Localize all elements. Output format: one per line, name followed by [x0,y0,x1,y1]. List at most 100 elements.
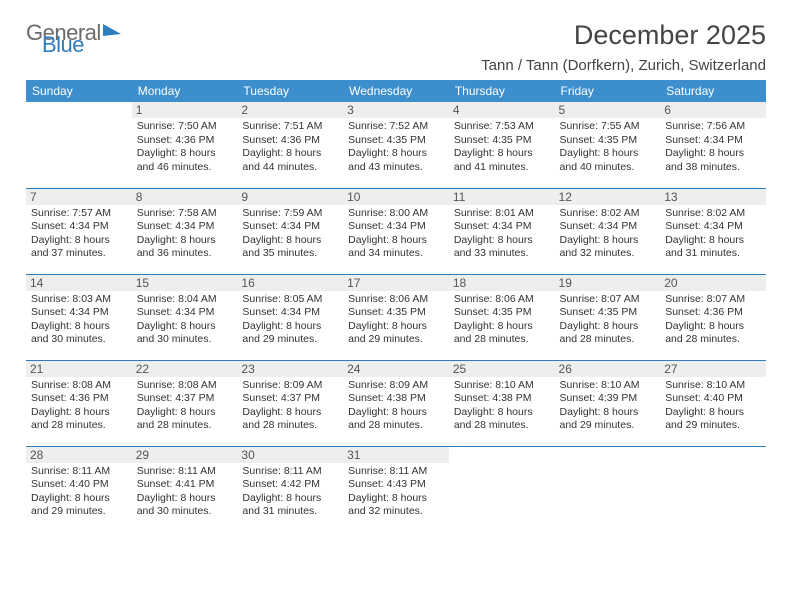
calendar-cell: 2Sunrise: 7:51 AMSunset: 4:36 PMDaylight… [237,102,343,188]
day-number: 26 [555,361,661,377]
day-number: 3 [343,102,449,118]
calendar-cell: 18 Sunrise: 8:06 AMSunset: 4:35 PMDayligh… [449,274,555,360]
day-header: Saturday [660,80,766,102]
day-number: 2 [237,102,343,118]
calendar-cell: 25Sunrise: 8:10 AMSunset: 4:38 PMDayligh… [449,360,555,446]
logo-text-2: Blue [42,32,84,58]
calendar-cell: 13 Sunrise: 8:02 AMSunset: 4:34 PMDayligh… [660,188,766,274]
calendar-cell [555,446,661,532]
day-details: Sunrise: 8:08 AMSunset: 4:37 PMDaylight:… [137,379,233,434]
day-number: 8 [132,189,238,205]
day-number: 7 [26,189,132,205]
day-details: Sunrise: 8:10 AMSunset: 4:40 PMDaylight:… [665,379,761,434]
calendar-header-row: SundayMondayTuesdayWednesdayThursdayFrid… [26,80,766,102]
calendar-cell: 29 Sunrise: 8:11 AMSunset: 4:41 PMDayligh… [132,446,238,532]
day-number: 20 [660,275,766,291]
calendar-cell: 26 Sunrise: 8:10 AMSunset: 4:39 PMDayligh… [555,360,661,446]
day-details: Sunrise: 8:09 AMSunset: 4:38 PMDaylight:… [348,379,444,434]
calendar-cell: 31Sunrise: 8:11 AMSunset: 4:43 PMDayligh… [343,446,449,532]
calendar-page: General Blue December 2025 Tann / Tann (… [0,0,792,532]
day-number: 21 [26,361,132,377]
calendar-cell: 23 Sunrise: 8:09 AMSunset: 4:37 PMDayligh… [237,360,343,446]
day-details: Sunrise: 8:11 AMSunset: 4:41 PMDaylight:… [137,465,233,520]
calendar-cell: 10 Sunrise: 8:00 AMSunset: 4:34 PMDayligh… [343,188,449,274]
day-number: 6 [660,102,766,118]
day-details: Sunrise: 8:07 AMSunset: 4:35 PMDaylight:… [560,293,656,348]
location: Tann / Tann (Dorfkern), Zurich, Switzerl… [481,57,766,74]
day-number: 13 [660,189,766,205]
day-details: Sunrise: 8:09 AMSunset: 4:37 PMDaylight:… [242,379,338,434]
day-details: Sunrise: 8:05 AMSunset: 4:34 PMDaylight:… [242,293,338,348]
calendar-cell: 28Sunrise: 8:11 AMSunset: 4:40 PMDayligh… [26,446,132,532]
calendar-cell: 22 Sunrise: 8:08 AMSunset: 4:37 PMDayligh… [132,360,238,446]
day-details: Sunrise: 7:50 AMSunset: 4:36 PMDaylight:… [137,120,233,175]
day-details: Sunrise: 8:06 AMSunset: 4:35 PMDaylight:… [454,293,550,348]
day-number: 27 [660,361,766,377]
day-number: 9 [237,189,343,205]
day-details: Sunrise: 8:10 AMSunset: 4:38 PMDaylight:… [454,379,550,434]
day-number: 1 [132,102,238,118]
logo: General Blue [26,20,121,46]
day-header: Wednesday [343,80,449,102]
day-number: 11 [449,189,555,205]
day-header: Friday [555,80,661,102]
calendar-cell [660,446,766,532]
day-details: Sunrise: 7:52 AMSunset: 4:35 PMDaylight:… [348,120,444,175]
day-details: Sunrise: 8:06 AMSunset: 4:35 PMDaylight:… [348,293,444,348]
day-header: Tuesday [237,80,343,102]
calendar-cell: 11 Sunrise: 8:01 AMSunset: 4:34 PMDayligh… [449,188,555,274]
day-number: 14 [26,275,132,291]
day-number: 17 [343,275,449,291]
calendar-cell: 30 Sunrise: 8:11 AMSunset: 4:42 PMDayligh… [237,446,343,532]
day-number: 10 [343,189,449,205]
day-number: 15 [132,275,238,291]
calendar-cell: 27 Sunrise: 8:10 AMSunset: 4:40 PMDayligh… [660,360,766,446]
day-details: Sunrise: 8:08 AMSunset: 4:36 PMDaylight:… [31,379,127,434]
calendar-cell [449,446,555,532]
header: General Blue December 2025 Tann / Tann (… [26,20,766,74]
day-details: Sunrise: 8:07 AMSunset: 4:36 PMDaylight:… [665,293,761,348]
day-details: Sunrise: 8:10 AMSunset: 4:39 PMDaylight:… [560,379,656,434]
logo-sail-icon [103,24,121,36]
day-details: Sunrise: 8:02 AMSunset: 4:34 PMDaylight:… [665,207,761,262]
calendar-cell: 17 Sunrise: 8:06 AMSunset: 4:35 PMDayligh… [343,274,449,360]
day-header: Thursday [449,80,555,102]
calendar-cell: 7Sunrise: 7:57 AMSunset: 4:34 PMDaylight… [26,188,132,274]
calendar-cell: 12 Sunrise: 8:02 AMSunset: 4:34 PMDayligh… [555,188,661,274]
day-details: Sunrise: 7:59 AMSunset: 4:34 PMDaylight:… [242,207,338,262]
day-details: Sunrise: 8:02 AMSunset: 4:34 PMDaylight:… [560,207,656,262]
calendar-body: 1 Sunrise: 7:50 AMSunset: 4:36 PMDaylight… [26,102,766,532]
day-details: Sunrise: 7:56 AMSunset: 4:34 PMDaylight:… [665,120,761,175]
day-details: Sunrise: 8:11 AMSunset: 4:40 PMDaylight:… [31,465,127,520]
day-number: 12 [555,189,661,205]
day-number: 22 [132,361,238,377]
day-header: Sunday [26,80,132,102]
day-number: 4 [449,102,555,118]
day-number: 5 [555,102,661,118]
day-number: 24 [343,361,449,377]
day-header: Monday [132,80,238,102]
calendar-cell [26,102,132,188]
calendar-table: SundayMondayTuesdayWednesdayThursdayFrid… [26,80,766,532]
calendar-cell: 21 Sunrise: 8:08 AMSunset: 4:36 PMDayligh… [26,360,132,446]
day-details: Sunrise: 7:58 AMSunset: 4:34 PMDaylight:… [137,207,233,262]
day-details: Sunrise: 7:53 AMSunset: 4:35 PMDaylight:… [454,120,550,175]
day-details: Sunrise: 8:04 AMSunset: 4:34 PMDaylight:… [137,293,233,348]
day-details: Sunrise: 8:01 AMSunset: 4:34 PMDaylight:… [454,207,550,262]
day-number: 29 [132,447,238,463]
day-details: Sunrise: 8:00 AMSunset: 4:34 PMDaylight:… [348,207,444,262]
calendar-cell: 4 Sunrise: 7:53 AMSunset: 4:35 PMDaylight… [449,102,555,188]
calendar-cell: 3 Sunrise: 7:52 AMSunset: 4:35 PMDaylight… [343,102,449,188]
calendar-cell: 8 Sunrise: 7:58 AMSunset: 4:34 PMDaylight… [132,188,238,274]
day-number: 31 [343,447,449,463]
day-details: Sunrise: 8:03 AMSunset: 4:34 PMDaylight:… [31,293,127,348]
day-number: 18 [449,275,555,291]
day-number: 30 [237,447,343,463]
calendar-cell: 5Sunrise: 7:55 AMSunset: 4:35 PMDaylight… [555,102,661,188]
calendar-cell: 15 Sunrise: 8:04 AMSunset: 4:34 PMDayligh… [132,274,238,360]
day-number: 23 [237,361,343,377]
calendar-cell: 6 Sunrise: 7:56 AMSunset: 4:34 PMDaylight… [660,102,766,188]
day-number: 19 [555,275,661,291]
calendar-cell: 16Sunrise: 8:05 AMSunset: 4:34 PMDayligh… [237,274,343,360]
day-details: Sunrise: 8:11 AMSunset: 4:42 PMDaylight:… [242,465,338,520]
